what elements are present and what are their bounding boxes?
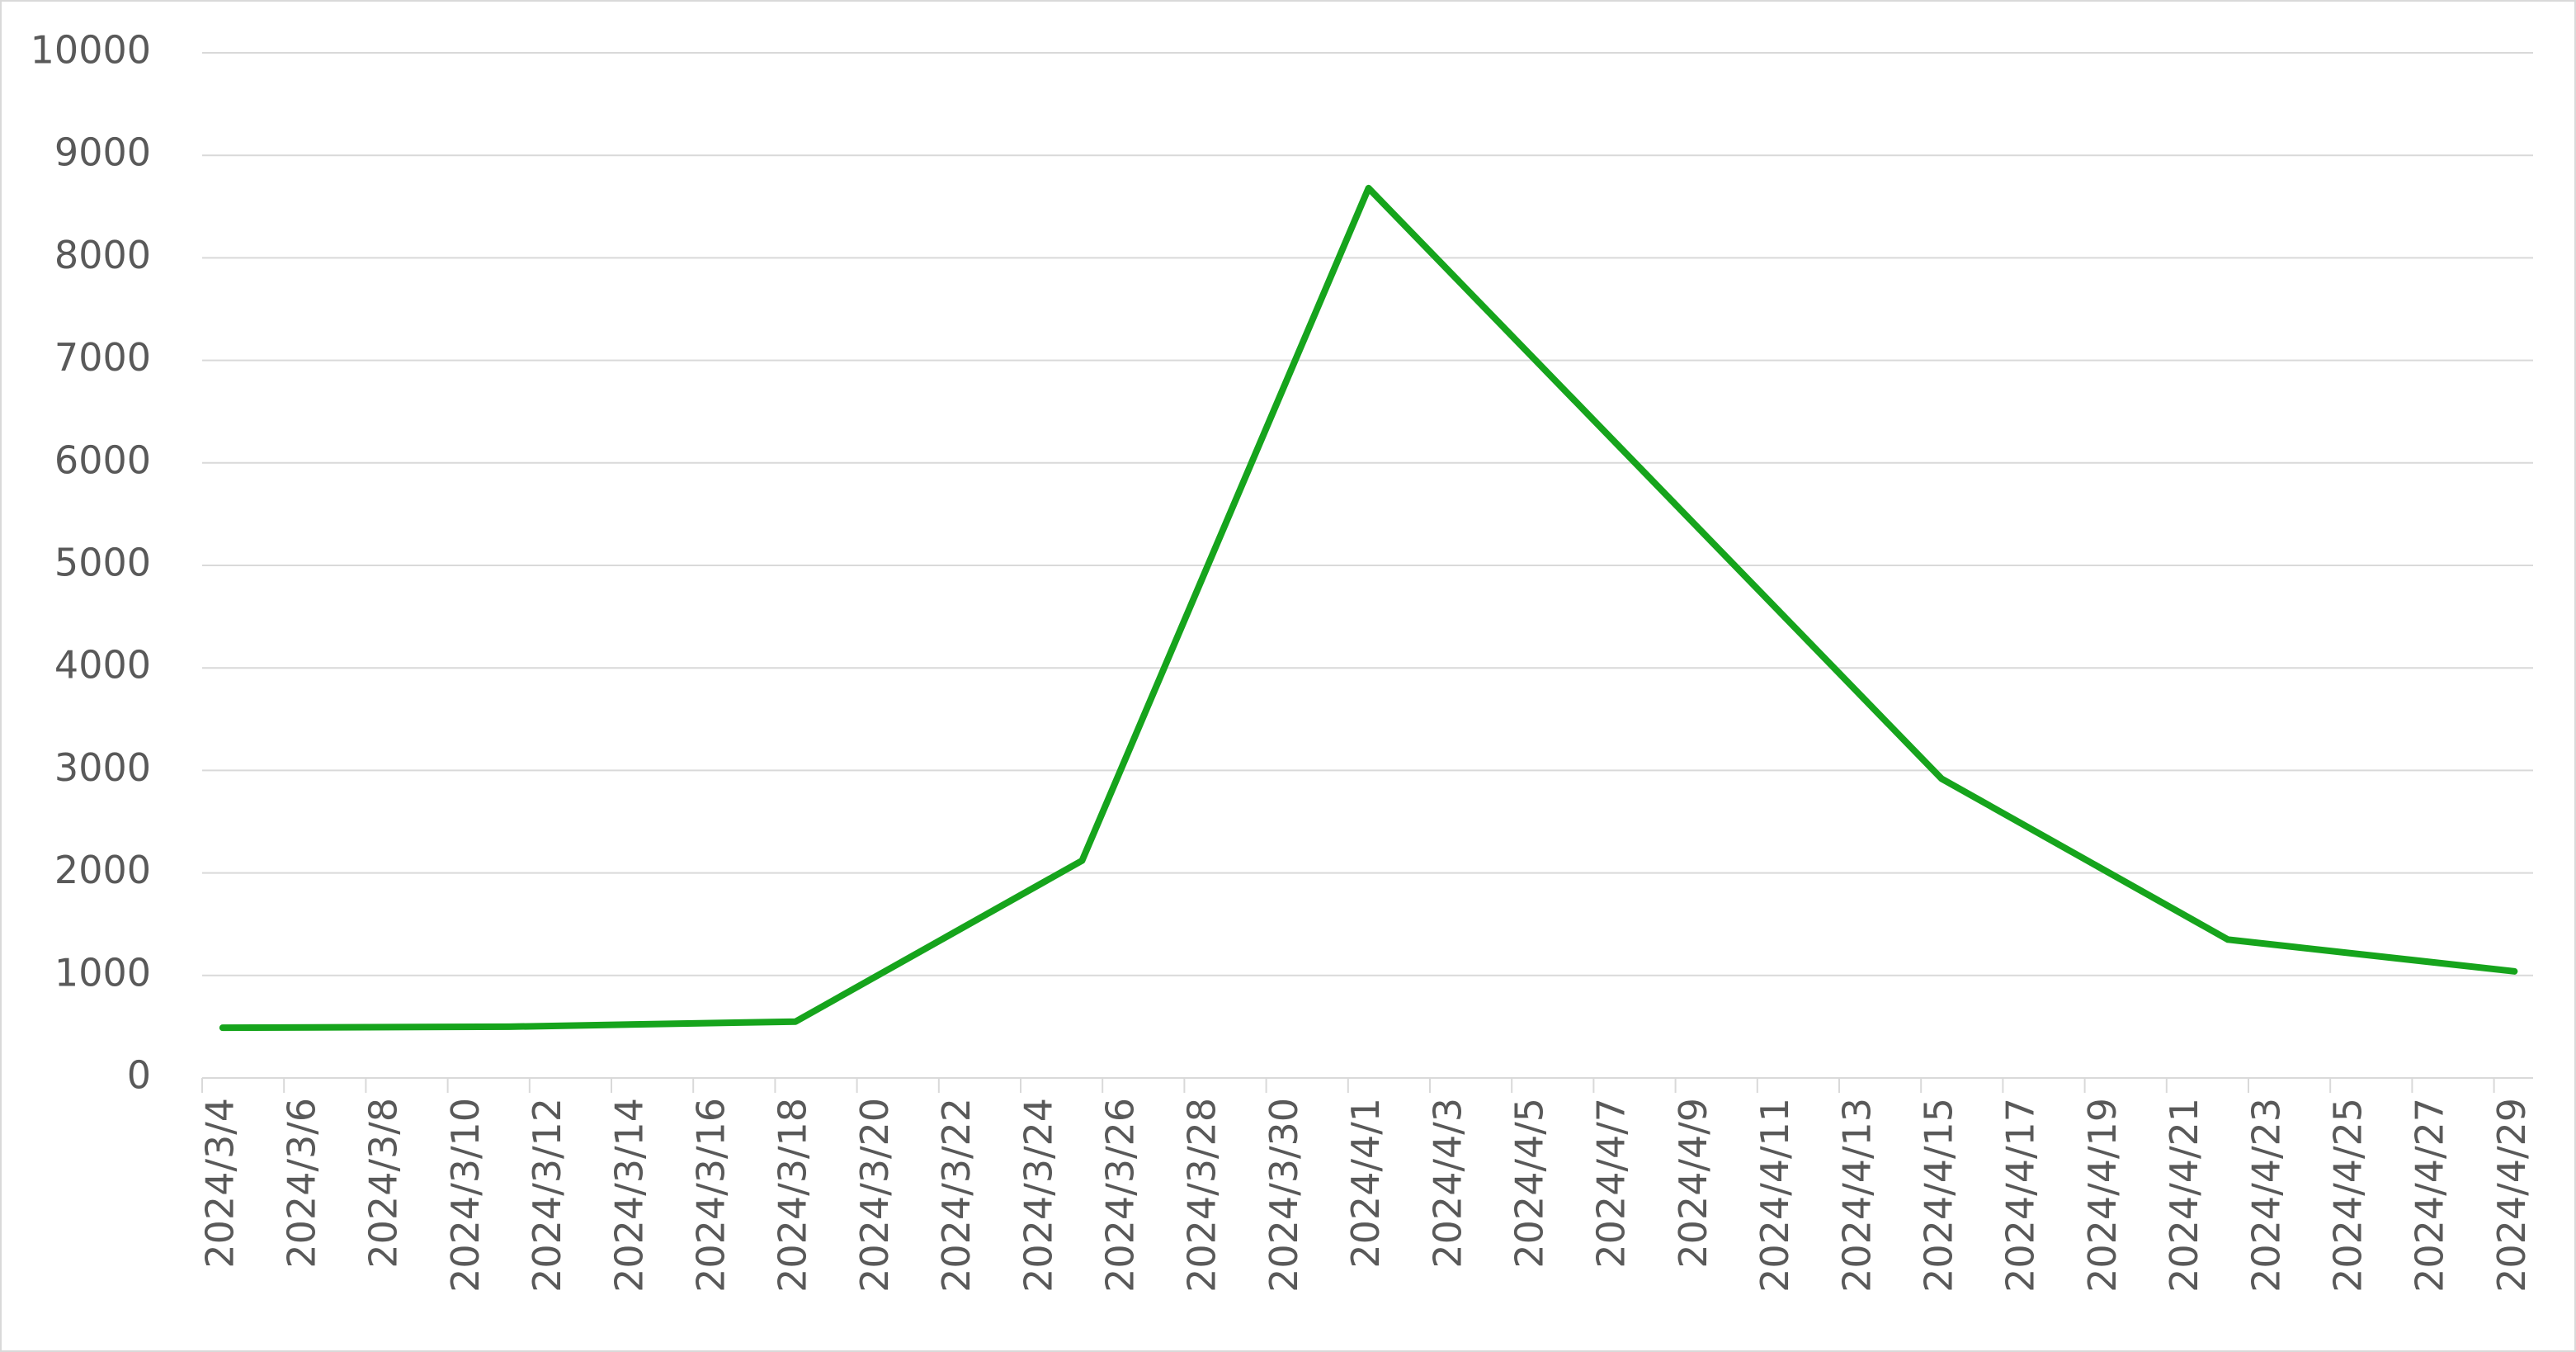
x-tick-label: 2024/4/13 [1834,1098,1879,1293]
y-tick-label: 6000 [54,437,151,482]
x-tick-label: 2024/4/1 [1343,1098,1388,1269]
x-tick-label: 2024/4/5 [1507,1098,1552,1269]
x-tick-label: 2024/4/15 [1917,1098,1961,1293]
x-tick-label: 2024/3/6 [280,1098,324,1269]
x-tick-label: 2024/4/17 [1998,1098,2043,1293]
y-tick-label: 4000 [54,643,151,688]
x-tick-label: 2024/3/16 [689,1098,734,1293]
x-tick-label: 2024/4/9 [1671,1098,1715,1269]
x-tick-label: 2024/4/7 [1589,1098,1634,1269]
x-tick-label: 2024/4/25 [2326,1098,2371,1293]
x-tick-label: 2024/4/27 [2408,1098,2452,1293]
y-tick-label: 8000 [54,233,151,277]
x-tick-label: 2024/3/24 [1016,1098,1060,1293]
x-tick-label: 2024/4/23 [2243,1098,2288,1293]
x-tick-label: 2024/3/26 [1098,1098,1143,1293]
data-line [219,184,2518,1032]
x-tick-label: 2024/3/28 [1180,1098,1224,1293]
x-tick-label: 2024/3/20 [852,1098,897,1293]
x-tick-label: 2024/4/19 [2080,1098,2125,1293]
y-tick-label: 9000 [54,130,151,175]
x-tick-label: 2024/4/11 [1753,1098,1797,1293]
y-tick-label: 10000 [31,28,151,73]
x-tick-label: 2024/3/14 [606,1098,651,1293]
x-tick-label: 2024/4/21 [2162,1098,2206,1293]
y-tick-label: 2000 [54,848,151,892]
x-tick-label: 2024/3/10 [443,1098,488,1293]
x-tick-label: 2024/3/18 [771,1098,815,1293]
y-tick-label: 0 [127,1053,151,1098]
y-tick-label: 3000 [54,745,151,790]
x-tick-label: 2024/4/3 [1425,1098,1470,1269]
x-tick-label: 2024/3/12 [525,1098,569,1293]
x-tick-label: 2024/4/29 [2489,1098,2534,1293]
x-tick-label: 2024/3/30 [1262,1098,1306,1293]
y-tick-label: 1000 [54,950,151,995]
x-tick-label: 2024/3/4 [197,1098,242,1269]
y-tick-label: 7000 [54,335,151,380]
x-tick-label: 2024/3/8 [361,1098,406,1269]
y-tick-label: 5000 [54,541,151,585]
x-tick-label: 2024/3/22 [934,1098,979,1293]
